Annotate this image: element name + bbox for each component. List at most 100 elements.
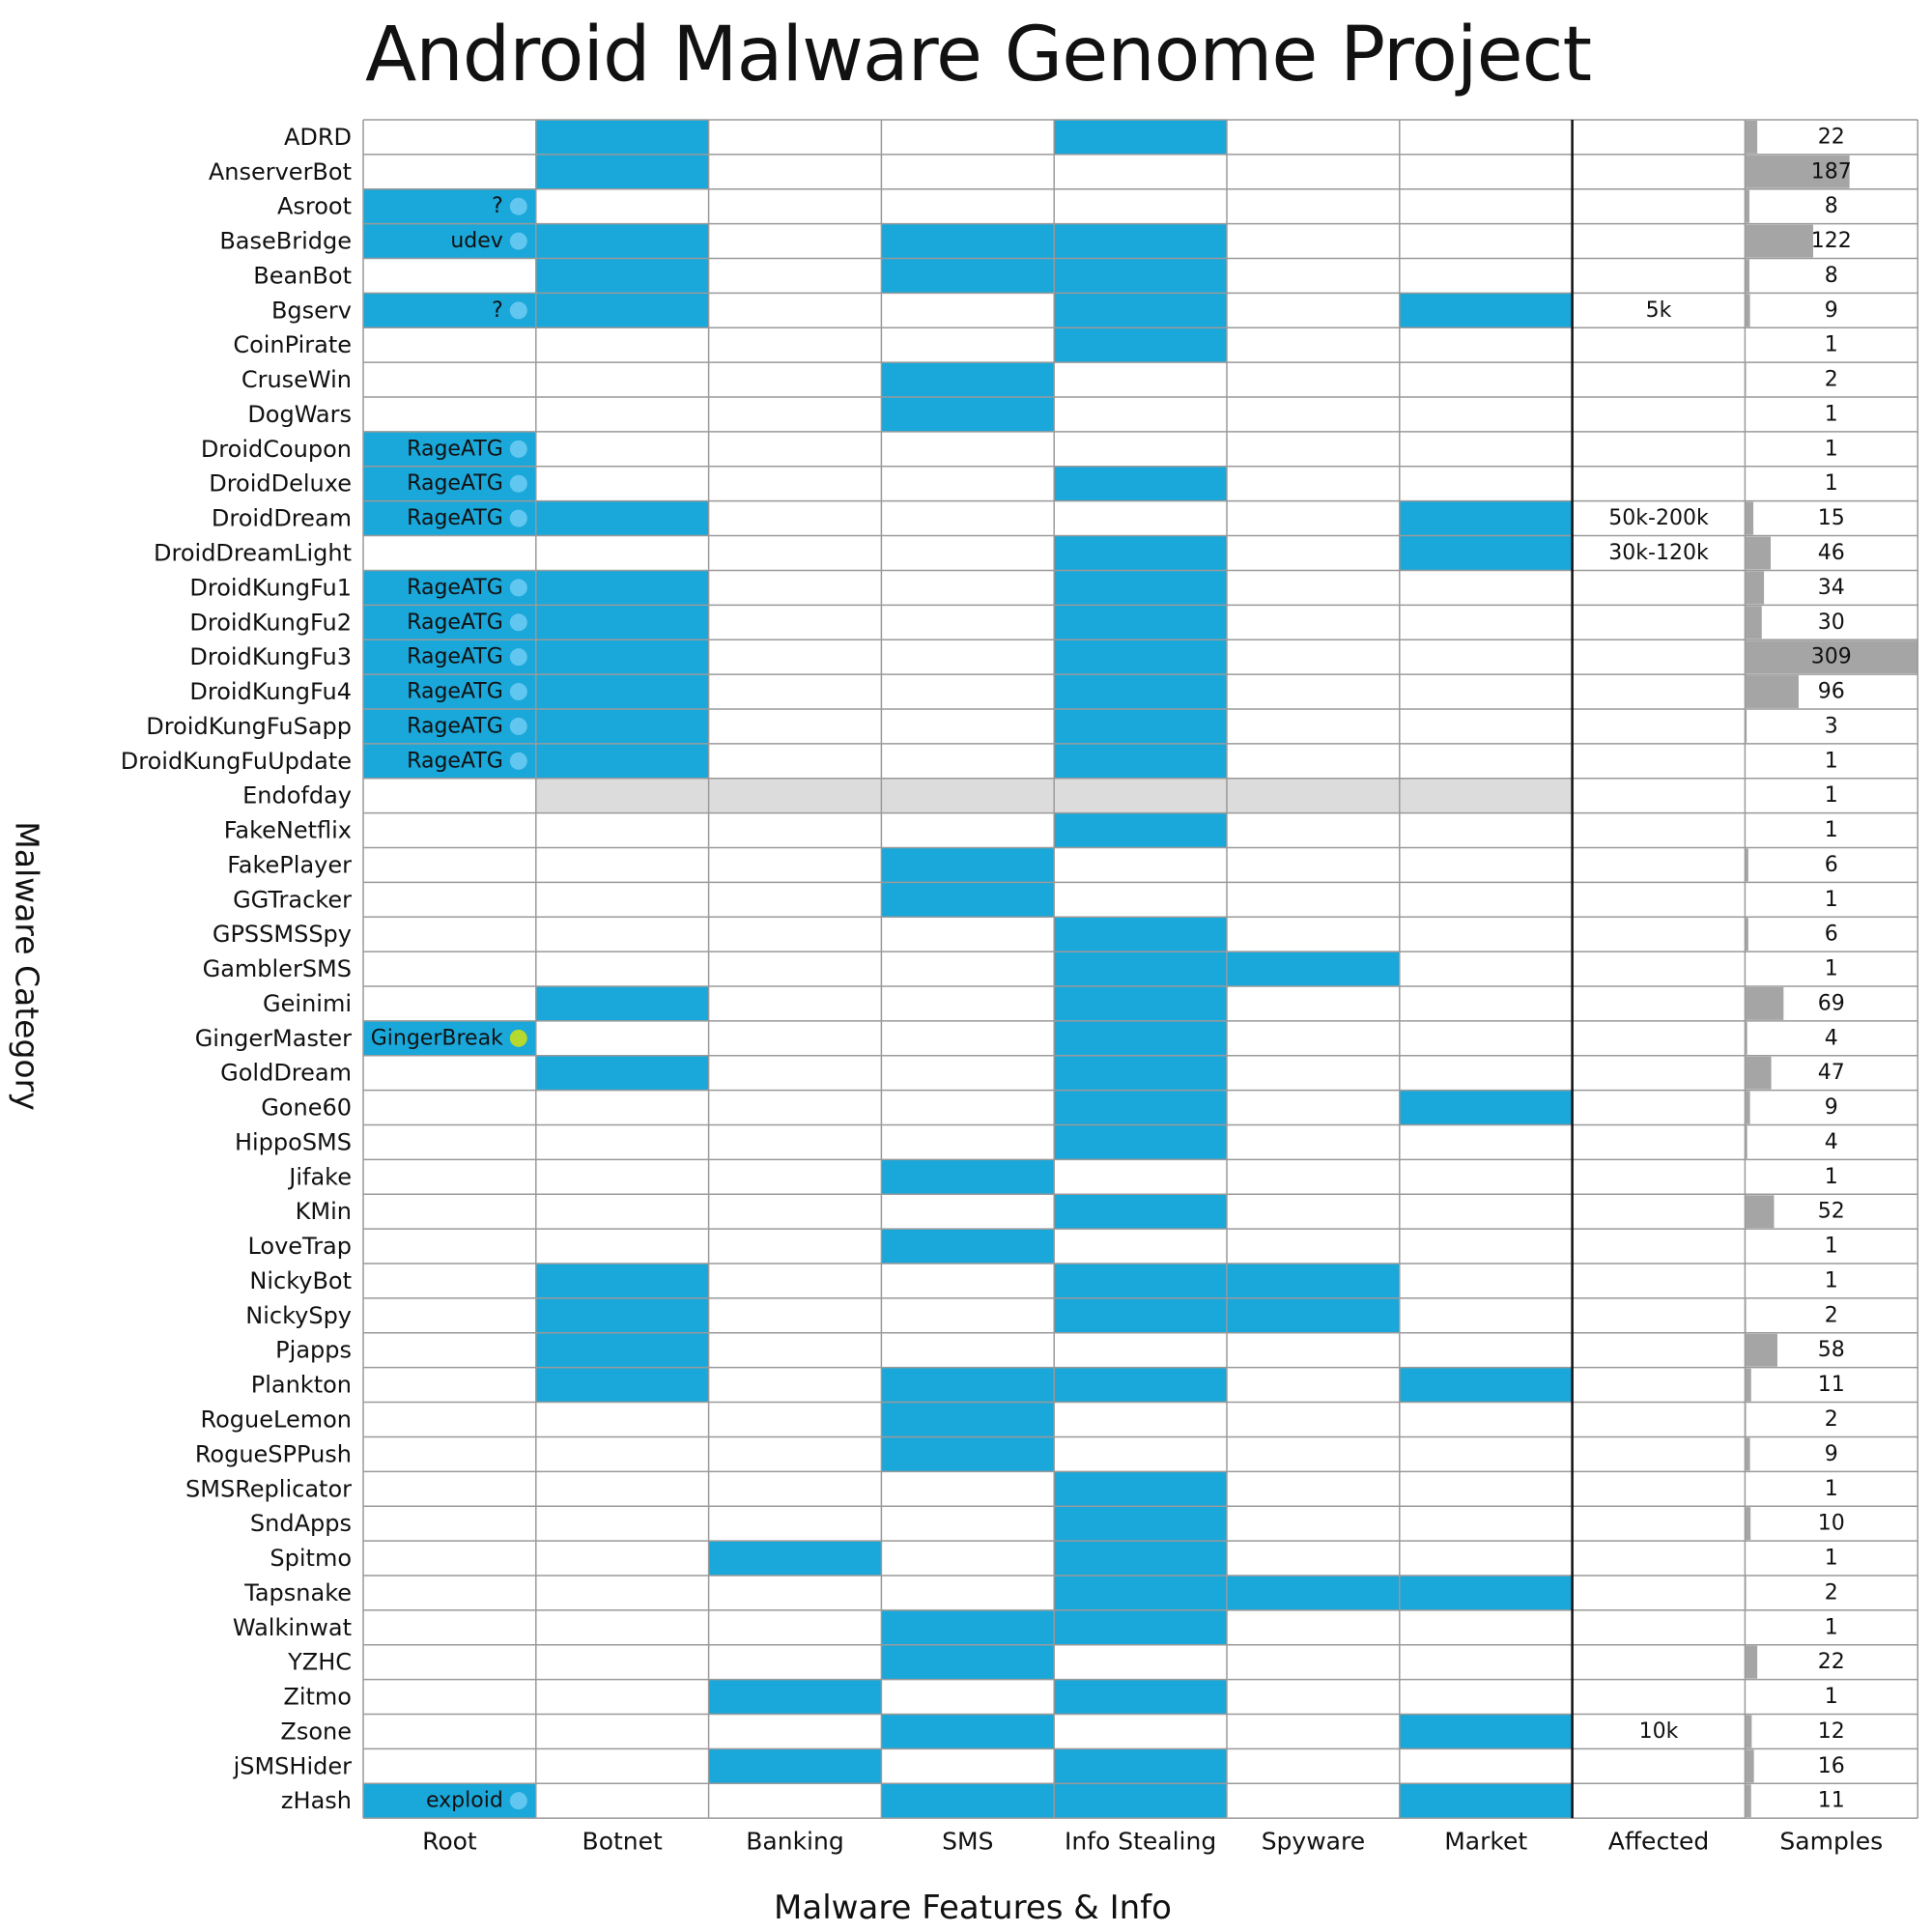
row-label: Zsone: [280, 1718, 352, 1745]
row-label: Geinimi: [263, 990, 352, 1017]
cell-info: [1054, 1783, 1227, 1819]
cell-spyware: [1227, 778, 1400, 813]
exploit-dot: [509, 1029, 527, 1047]
exploit-dot: [509, 648, 527, 667]
row-label: SndApps: [250, 1510, 352, 1537]
cell-sms: [881, 1714, 1055, 1749]
samples-value: 1: [1825, 749, 1838, 773]
exploit-dot: [509, 509, 527, 527]
cell-root: [363, 466, 536, 501]
row-label: Tapsnake: [243, 1579, 352, 1606]
row-label: HippoSMS: [235, 1128, 352, 1155]
row-label: GingerMaster: [195, 1025, 352, 1052]
cell-spyware: [1227, 952, 1400, 986]
cell-botnet: [535, 986, 709, 1021]
cell-spyware: [1227, 1297, 1400, 1333]
samples-value: 12: [1818, 1719, 1845, 1744]
cell-botnet: [535, 605, 709, 640]
row-label: GamblerSMS: [203, 955, 352, 982]
cell-market: [1399, 500, 1573, 536]
row-label: FakePlayer: [227, 851, 352, 878]
samples-bar: [1745, 1091, 1750, 1124]
affected-value: 30k-120k: [1608, 541, 1709, 565]
cell-botnet: [535, 778, 709, 813]
cell-root: [363, 223, 536, 259]
cell-market: [1399, 1783, 1573, 1819]
affected-value: 10k: [1639, 1719, 1679, 1744]
samples-value: 1: [1825, 437, 1838, 461]
column-label: Affected: [1608, 1828, 1710, 1856]
samples-bar: [1745, 189, 1750, 223]
samples-bar: [1745, 1437, 1750, 1471]
samples-value: 2: [1825, 1303, 1838, 1327]
cell-sms: [881, 1159, 1055, 1195]
cell-botnet: [535, 1332, 709, 1368]
samples-value: 8: [1825, 194, 1838, 218]
cell-sms: [881, 1783, 1055, 1819]
samples-value: 1: [1825, 402, 1838, 426]
samples-value: 52: [1818, 1200, 1845, 1224]
row-label: CruseWin: [242, 366, 352, 393]
cell-info: [1054, 1194, 1227, 1230]
row-label: Spitmo: [270, 1545, 352, 1572]
cell-root: [363, 431, 536, 467]
cell-market: [1399, 1367, 1573, 1403]
samples-value: 10: [1818, 1512, 1845, 1536]
cell-root: [363, 605, 536, 640]
column-label: Botnet: [582, 1828, 663, 1856]
cell-info: [1054, 535, 1227, 571]
cell-banking: [708, 1679, 882, 1715]
row-label: Asroot: [277, 193, 352, 220]
column-label: Root: [422, 1828, 477, 1856]
samples-bar: [1745, 1195, 1775, 1229]
column-label: Info Stealing: [1065, 1828, 1216, 1856]
row-label: Bgserv: [271, 297, 352, 324]
cell-info: [1054, 1367, 1227, 1403]
samples-bar: [1745, 1125, 1747, 1159]
cell-sms: [881, 882, 1055, 918]
samples-bar: [1745, 1784, 1751, 1818]
exploit-dot: [509, 474, 527, 493]
column-label: Market: [1444, 1828, 1527, 1856]
cell-info: [1054, 1679, 1227, 1715]
row-label: Zitmo: [283, 1684, 352, 1711]
samples-value: 9: [1825, 1442, 1838, 1466]
cell-sms: [881, 223, 1055, 259]
samples-bar: [1745, 121, 1758, 154]
cell-info: [1054, 952, 1227, 986]
cell-info: [1054, 1506, 1227, 1542]
cell-info: [1054, 1297, 1227, 1333]
cell-info: [1054, 743, 1227, 779]
samples-bar: [1745, 987, 1784, 1020]
root-exploit-label: RageATG: [407, 749, 503, 773]
samples-value: 1: [1825, 818, 1838, 842]
cell-info: [1054, 986, 1227, 1021]
cell-info: [1054, 1609, 1227, 1645]
exploit-dot: [509, 579, 527, 597]
samples-value: 16: [1818, 1754, 1845, 1778]
cell-sms: [881, 778, 1055, 813]
samples-value: 1: [1825, 1547, 1838, 1571]
cell-botnet: [535, 258, 709, 294]
row-label: Pjapps: [275, 1337, 352, 1364]
cell-info: [1054, 120, 1227, 155]
samples-value: 4: [1825, 1130, 1838, 1154]
samples-value: 6: [1825, 853, 1838, 877]
cell-info: [1054, 223, 1227, 259]
cell-info: [1054, 1090, 1227, 1125]
cell-info: [1054, 1575, 1227, 1610]
row-label: Endofday: [242, 782, 352, 810]
cell-botnet: [535, 639, 709, 675]
cell-info: [1054, 1541, 1227, 1576]
samples-value: 1: [1825, 1615, 1838, 1639]
samples-value: 11: [1818, 1789, 1845, 1813]
row-label: DogWars: [247, 401, 352, 428]
samples-bar: [1745, 155, 1850, 188]
row-label: DroidCoupon: [201, 436, 352, 463]
column-label: Banking: [746, 1828, 843, 1856]
cell-botnet: [535, 500, 709, 536]
samples-value: 47: [1818, 1061, 1845, 1085]
cell-info: [1054, 812, 1227, 848]
row-label: NickySpy: [245, 1302, 352, 1329]
